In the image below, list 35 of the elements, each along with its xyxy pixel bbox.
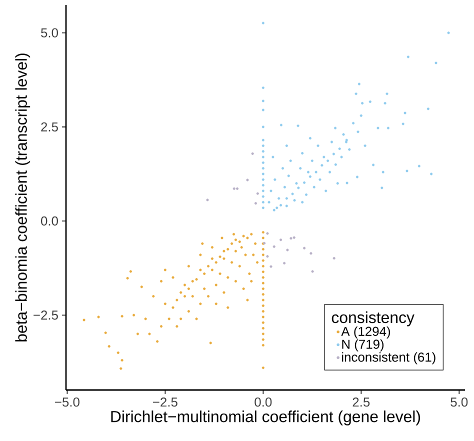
point xyxy=(332,256,336,260)
point xyxy=(286,248,289,252)
point xyxy=(256,192,259,195)
point xyxy=(246,178,249,182)
x-axis-title: Dirichlet−multinomial coefficient (gene level) xyxy=(111,410,420,426)
point xyxy=(251,152,254,155)
point xyxy=(272,245,276,248)
point xyxy=(266,232,269,235)
point xyxy=(232,187,236,190)
point xyxy=(290,237,292,240)
y-tick-label: 2.5 xyxy=(41,122,58,132)
y-tick-label: −2.5 xyxy=(34,310,58,320)
point xyxy=(279,238,282,242)
x-tick-label: −2.5 xyxy=(153,398,178,407)
x-tick-label: 5.0 xyxy=(450,398,468,407)
point xyxy=(266,255,269,258)
legend-label: inconsistent (61) xyxy=(342,352,436,364)
point xyxy=(311,270,314,273)
legend-label: A (1294) xyxy=(341,326,390,339)
x-tick-label: 0.0 xyxy=(254,398,272,407)
point xyxy=(270,265,272,268)
x-tick-label: −5.0 xyxy=(55,398,80,407)
y-tick-label: 5.0 xyxy=(41,28,58,38)
y-axis-title: beta−binomia coefficient (transcript level) xyxy=(15,54,30,342)
point xyxy=(206,198,209,202)
point xyxy=(283,262,286,264)
y-tick-label: 0.0 xyxy=(40,216,58,226)
point xyxy=(310,252,312,255)
legend-label: N (719) xyxy=(342,339,384,352)
point xyxy=(236,187,239,190)
point xyxy=(303,246,306,250)
point xyxy=(254,202,257,205)
legend-title: consistency xyxy=(332,311,414,326)
point xyxy=(292,236,296,239)
x-tick-label: 2.5 xyxy=(352,398,370,407)
